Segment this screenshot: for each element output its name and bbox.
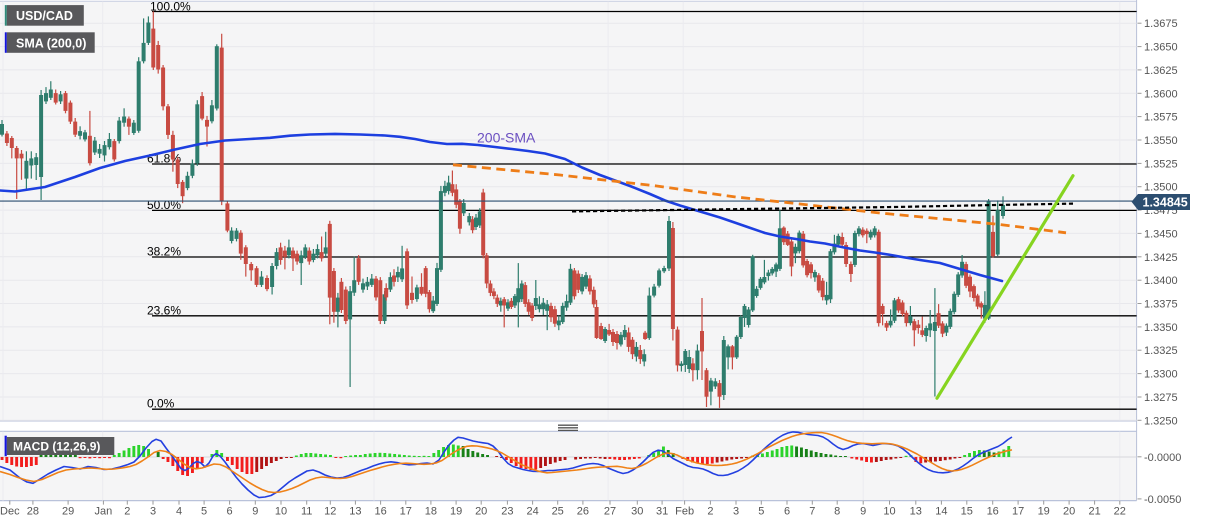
svg-text:1.3525: 1.3525 (1144, 158, 1178, 170)
svg-text:5: 5 (758, 506, 764, 518)
svg-text:0.0%: 0.0% (147, 397, 175, 411)
svg-text:3: 3 (150, 506, 156, 518)
svg-text:1.3400: 1.3400 (1144, 275, 1178, 287)
svg-text:Dec: Dec (0, 506, 20, 518)
svg-text:22: 22 (1114, 506, 1126, 518)
svg-text:-0.0000: -0.0000 (1144, 452, 1181, 464)
svg-text:6: 6 (227, 506, 233, 518)
svg-text:Feb: Feb (675, 506, 694, 518)
svg-text:1.3325: 1.3325 (1144, 345, 1178, 357)
svg-text:23: 23 (501, 506, 513, 518)
svg-text:1.3250: 1.3250 (1144, 415, 1178, 427)
svg-text:1.3600: 1.3600 (1144, 88, 1178, 100)
svg-text:1.3425: 1.3425 (1144, 252, 1178, 264)
svg-text:1.3300: 1.3300 (1144, 369, 1178, 381)
svg-text:21: 21 (1088, 506, 1100, 518)
svg-text:4: 4 (176, 506, 182, 518)
svg-text:1.3675: 1.3675 (1144, 18, 1178, 30)
svg-text:24: 24 (526, 506, 538, 518)
svg-text:USD/CAD: USD/CAD (16, 9, 73, 23)
svg-text:5: 5 (201, 506, 207, 518)
svg-text:31: 31 (656, 506, 668, 518)
svg-text:1.34845: 1.34845 (1143, 195, 1188, 209)
svg-text:19: 19 (1038, 506, 1050, 518)
svg-text:29: 29 (62, 506, 74, 518)
svg-text:25: 25 (552, 506, 564, 518)
svg-text:1.3575: 1.3575 (1144, 112, 1178, 124)
svg-text:1.3550: 1.3550 (1144, 135, 1178, 147)
svg-text:1.3450: 1.3450 (1144, 228, 1178, 240)
svg-text:1.3625: 1.3625 (1144, 65, 1178, 77)
svg-text:17: 17 (400, 506, 412, 518)
svg-text:3: 3 (733, 506, 739, 518)
svg-text:200-SMA: 200-SMA (477, 130, 536, 146)
svg-text:-0.0050: -0.0050 (1144, 494, 1181, 506)
svg-text:15: 15 (961, 506, 973, 518)
svg-text:11: 11 (301, 506, 312, 518)
svg-text:16: 16 (374, 506, 386, 518)
svg-text:10: 10 (275, 506, 287, 518)
svg-text:20: 20 (475, 506, 487, 518)
svg-text:20: 20 (1063, 506, 1075, 518)
svg-text:50.0%: 50.0% (147, 198, 181, 212)
svg-text:10: 10 (883, 506, 895, 518)
svg-text:14: 14 (935, 506, 947, 518)
svg-text:13: 13 (910, 506, 922, 518)
svg-text:9: 9 (252, 506, 258, 518)
svg-text:MACD (12,26,9): MACD (12,26,9) (13, 440, 100, 454)
svg-text:1.3350: 1.3350 (1144, 322, 1178, 334)
svg-text:1.3375: 1.3375 (1144, 299, 1178, 311)
svg-text:9: 9 (860, 506, 866, 518)
svg-text:2: 2 (124, 506, 130, 518)
svg-text:26: 26 (577, 506, 589, 518)
svg-text:18: 18 (425, 506, 437, 518)
svg-text:Jan: Jan (95, 506, 113, 518)
svg-text:8: 8 (834, 506, 840, 518)
svg-text:13: 13 (349, 506, 361, 518)
svg-text:2: 2 (707, 506, 713, 518)
svg-text:27: 27 (604, 506, 616, 518)
svg-text:30: 30 (631, 506, 643, 518)
svg-text:19: 19 (450, 506, 462, 518)
svg-text:1.3650: 1.3650 (1144, 42, 1178, 54)
svg-text:SMA (200,0): SMA (200,0) (16, 36, 86, 50)
svg-text:16: 16 (987, 506, 999, 518)
svg-text:38.2%: 38.2% (147, 245, 181, 259)
svg-text:17: 17 (1012, 506, 1024, 518)
svg-text:12: 12 (324, 506, 336, 518)
svg-text:28: 28 (27, 506, 39, 518)
svg-text:6: 6 (784, 506, 790, 518)
svg-text:1.3500: 1.3500 (1144, 182, 1178, 194)
svg-text:23.6%: 23.6% (147, 303, 181, 317)
svg-text:1.3275: 1.3275 (1144, 392, 1178, 404)
svg-text:7: 7 (809, 506, 815, 518)
svg-text:100.0%: 100.0% (150, 0, 191, 14)
